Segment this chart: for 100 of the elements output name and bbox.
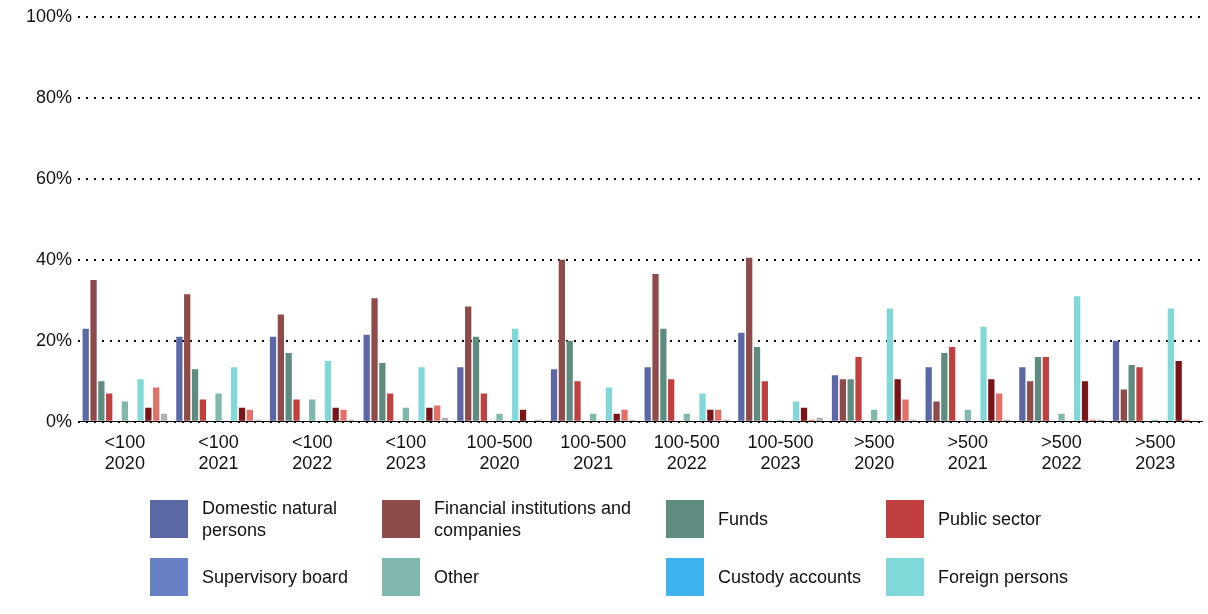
bar [402,407,409,421]
bar [699,393,706,421]
x-tick-label: 100-500 2021 [560,431,627,474]
bar [949,346,956,421]
x-tick-label: >500 2020 [853,431,895,474]
bar [1027,381,1034,421]
bar [519,409,527,421]
bar [496,413,503,421]
bar [426,407,433,421]
bar [816,417,823,421]
legend-label: Custody accounts [718,566,862,588]
bar [1042,357,1049,421]
y-tick-label: 80% [36,86,73,107]
bar [309,399,316,421]
bar [855,357,862,421]
bar [387,393,394,421]
bar [1136,367,1143,421]
bar [1074,296,1081,421]
bar [660,328,667,421]
bar [683,413,690,421]
x-tick-label: <100 2021 [198,431,239,474]
bar [1128,365,1135,421]
bar [964,409,971,421]
bar [715,409,722,421]
bar [925,367,932,421]
bar [363,334,370,421]
legend-label: Supervisory board [202,566,349,588]
legend-label: Financial institutions and companies [434,497,633,541]
bar [1058,413,1065,421]
bar [894,379,901,421]
bar [839,379,846,421]
bar [793,401,800,421]
bar [285,352,292,421]
bar [340,409,347,421]
y-tick-label: 0% [46,410,73,431]
bar [472,336,480,421]
bar [512,328,519,421]
bar [933,401,940,421]
bar [1167,308,1174,421]
legend-label: Domestic natural persons [202,497,339,541]
bar [871,409,878,421]
bar [137,379,144,421]
bar [1034,357,1042,421]
bar [184,294,191,421]
bar [379,363,386,421]
y-tick-label: 40% [36,248,73,269]
bar [153,387,160,421]
bar [1081,381,1089,421]
bar [1112,340,1120,421]
bar [293,399,300,421]
bar [566,340,573,421]
bar [652,273,659,421]
bar [886,308,893,421]
bar [996,393,1003,421]
bar [746,257,753,421]
bar [621,409,628,421]
legend-label: Public sector [938,508,1042,530]
bar [941,352,948,421]
bar [160,413,168,421]
legend-label: Funds [718,508,769,530]
bar [332,407,339,421]
bar [902,399,909,421]
bar [191,369,199,421]
bar [707,409,714,421]
bar [238,407,246,421]
bar [847,379,854,421]
bar [480,393,487,421]
bar [231,367,238,421]
bar [1120,389,1127,421]
bar [558,259,565,421]
bar [457,367,464,421]
x-tick-label: >500 2021 [947,431,989,474]
legend-label: Other [434,566,480,588]
x-tick-label: 100-500 2020 [466,431,533,474]
bar [418,367,425,421]
x-tick-label: >500 2023 [1134,431,1176,474]
bar [980,326,987,421]
x-tick-label: >500 2022 [1041,431,1082,474]
bar [145,407,152,421]
bar [176,336,183,421]
y-tick-label: 60% [36,167,73,188]
bar [738,332,745,421]
bar [761,381,768,421]
bar [1019,367,1026,421]
x-tick-label: <100 2023 [385,431,427,474]
bar [753,346,761,421]
bar [324,361,331,421]
bar [550,369,558,421]
bar [1175,361,1182,421]
bar [644,367,651,421]
bar [465,306,472,421]
x-tick-label: <100 2020 [104,431,146,474]
legend-label: Foreign persons [938,566,1069,588]
bar [82,328,89,421]
bar [215,393,222,421]
bar [246,409,253,421]
x-tick-label: 100-500 2023 [747,431,814,474]
bar [800,407,808,421]
bar [269,336,277,421]
bar [613,413,620,421]
